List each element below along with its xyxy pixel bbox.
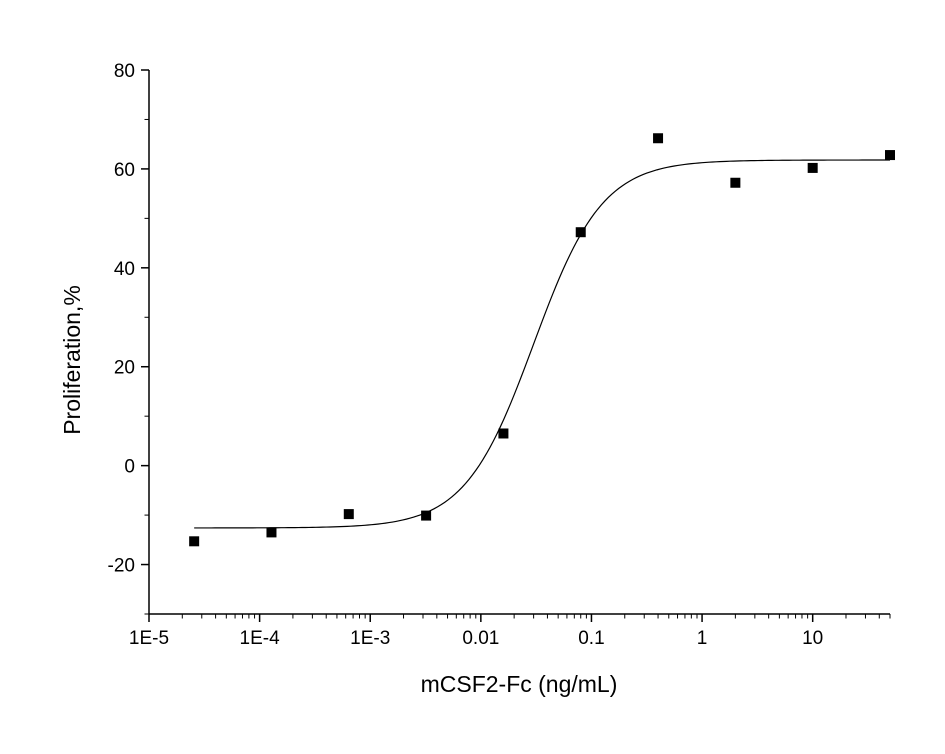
data-point	[498, 428, 509, 439]
y-axis-ticks: -20 0 20 40 60 80	[108, 61, 149, 615]
x-axis-ticks: 1E-5 1E-4 1E-3 0.01 0.1 1 10	[129, 614, 891, 649]
data-point	[653, 133, 664, 144]
data-point	[730, 177, 741, 188]
x-tick-label: 1E-4	[240, 628, 281, 649]
data-point	[189, 536, 200, 547]
data-point	[807, 162, 818, 173]
y-tick-label: 20	[114, 358, 135, 379]
data-point	[343, 509, 354, 520]
data-points	[189, 133, 895, 547]
data-point	[266, 527, 277, 538]
y-tick-label: 60	[114, 160, 135, 181]
y-tick-label: -20	[108, 556, 135, 577]
data-point	[421, 510, 432, 521]
x-tick-label: 0.1	[578, 628, 604, 649]
y-tick-label: 80	[114, 61, 135, 82]
y-tick-label: 40	[114, 259, 135, 280]
axes: 1E-5 1E-4 1E-3 0.01 0.1 1 10 -20 0 20 40 60 80	[108, 61, 891, 649]
x-tick-label: 1E-5	[129, 628, 169, 649]
data-point	[885, 150, 895, 161]
fit-curve	[194, 159, 890, 529]
x-tick-label: 0.01	[462, 628, 499, 649]
x-tick-label: 10	[802, 628, 823, 649]
data-point	[575, 227, 586, 238]
y-tick-label: 0	[124, 457, 135, 478]
x-axis-title: mCSF2-Fc (ng/mL)	[421, 671, 618, 697]
x-tick-label: 1	[697, 628, 708, 649]
y-axis-title: Proliferation,%	[59, 285, 85, 435]
x-tick-label: 1E-3	[350, 628, 390, 649]
